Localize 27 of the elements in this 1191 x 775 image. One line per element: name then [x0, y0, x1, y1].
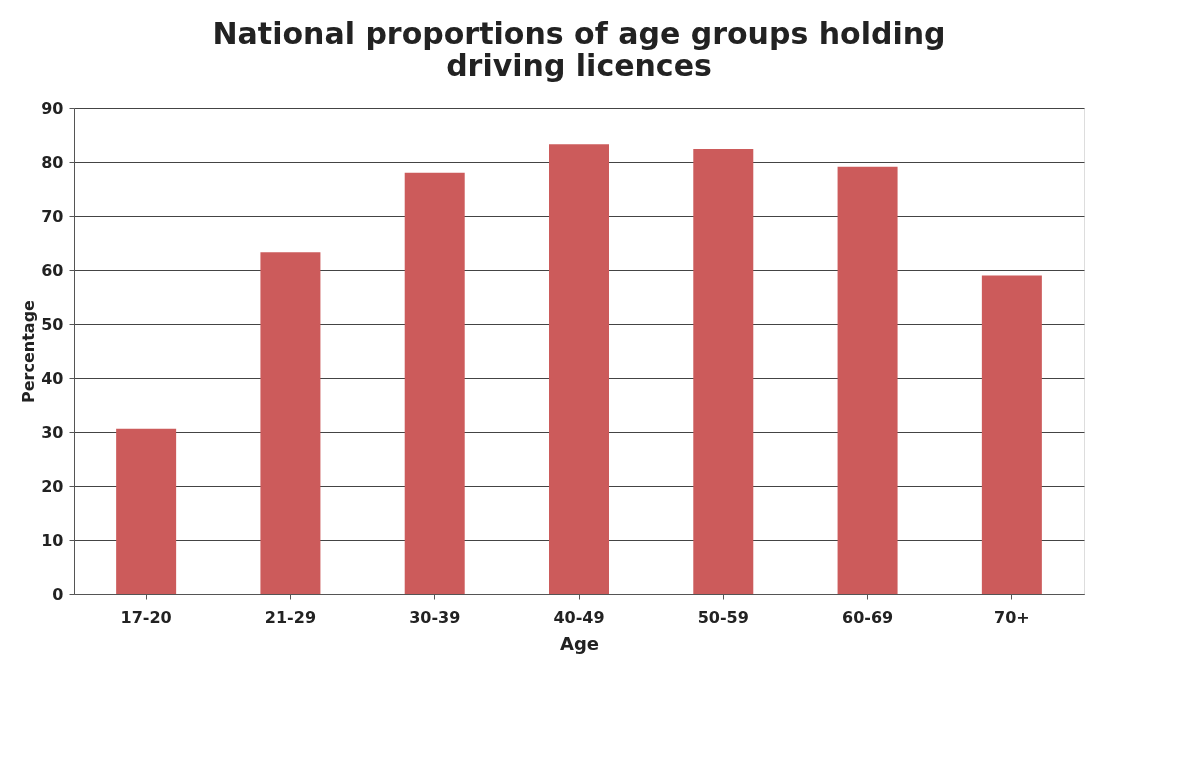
- y-tick-label: 80: [41, 152, 64, 172]
- y-tick-label: 40: [41, 368, 64, 388]
- bar: [549, 144, 609, 594]
- x-tick-label: 70+: [994, 607, 1030, 627]
- x-tick-label: 50-59: [697, 607, 749, 627]
- bar: [404, 172, 465, 594]
- x-tick-label: 21-29: [264, 607, 317, 627]
- y-tick-label: 70: [41, 206, 64, 226]
- y-tick-label: 0: [52, 584, 64, 604]
- x-tick-label: 60-69: [841, 607, 894, 627]
- bar: [837, 166, 898, 594]
- bar: [693, 149, 754, 594]
- bar: [981, 275, 1042, 594]
- y-tick-label: 50: [41, 314, 64, 334]
- x-axis-title: Age: [559, 632, 600, 654]
- y-tick-label: 20: [41, 476, 64, 496]
- y-tick-label: 60: [41, 260, 64, 280]
- y-axis-title: Percentage: [19, 299, 39, 403]
- bar: [260, 252, 321, 594]
- x-tick-label: 17-20: [120, 607, 172, 627]
- y-tick-label: 90: [41, 98, 64, 118]
- x-tick-label: 30-39: [409, 607, 461, 627]
- bar: [116, 428, 177, 594]
- chart-title: National proportions of age groups holding driving licences: [212, 16, 946, 83]
- x-tick-label: 40-49: [553, 607, 605, 627]
- y-tick-label: 10: [41, 530, 64, 550]
- y-tick-label: 30: [41, 422, 64, 442]
